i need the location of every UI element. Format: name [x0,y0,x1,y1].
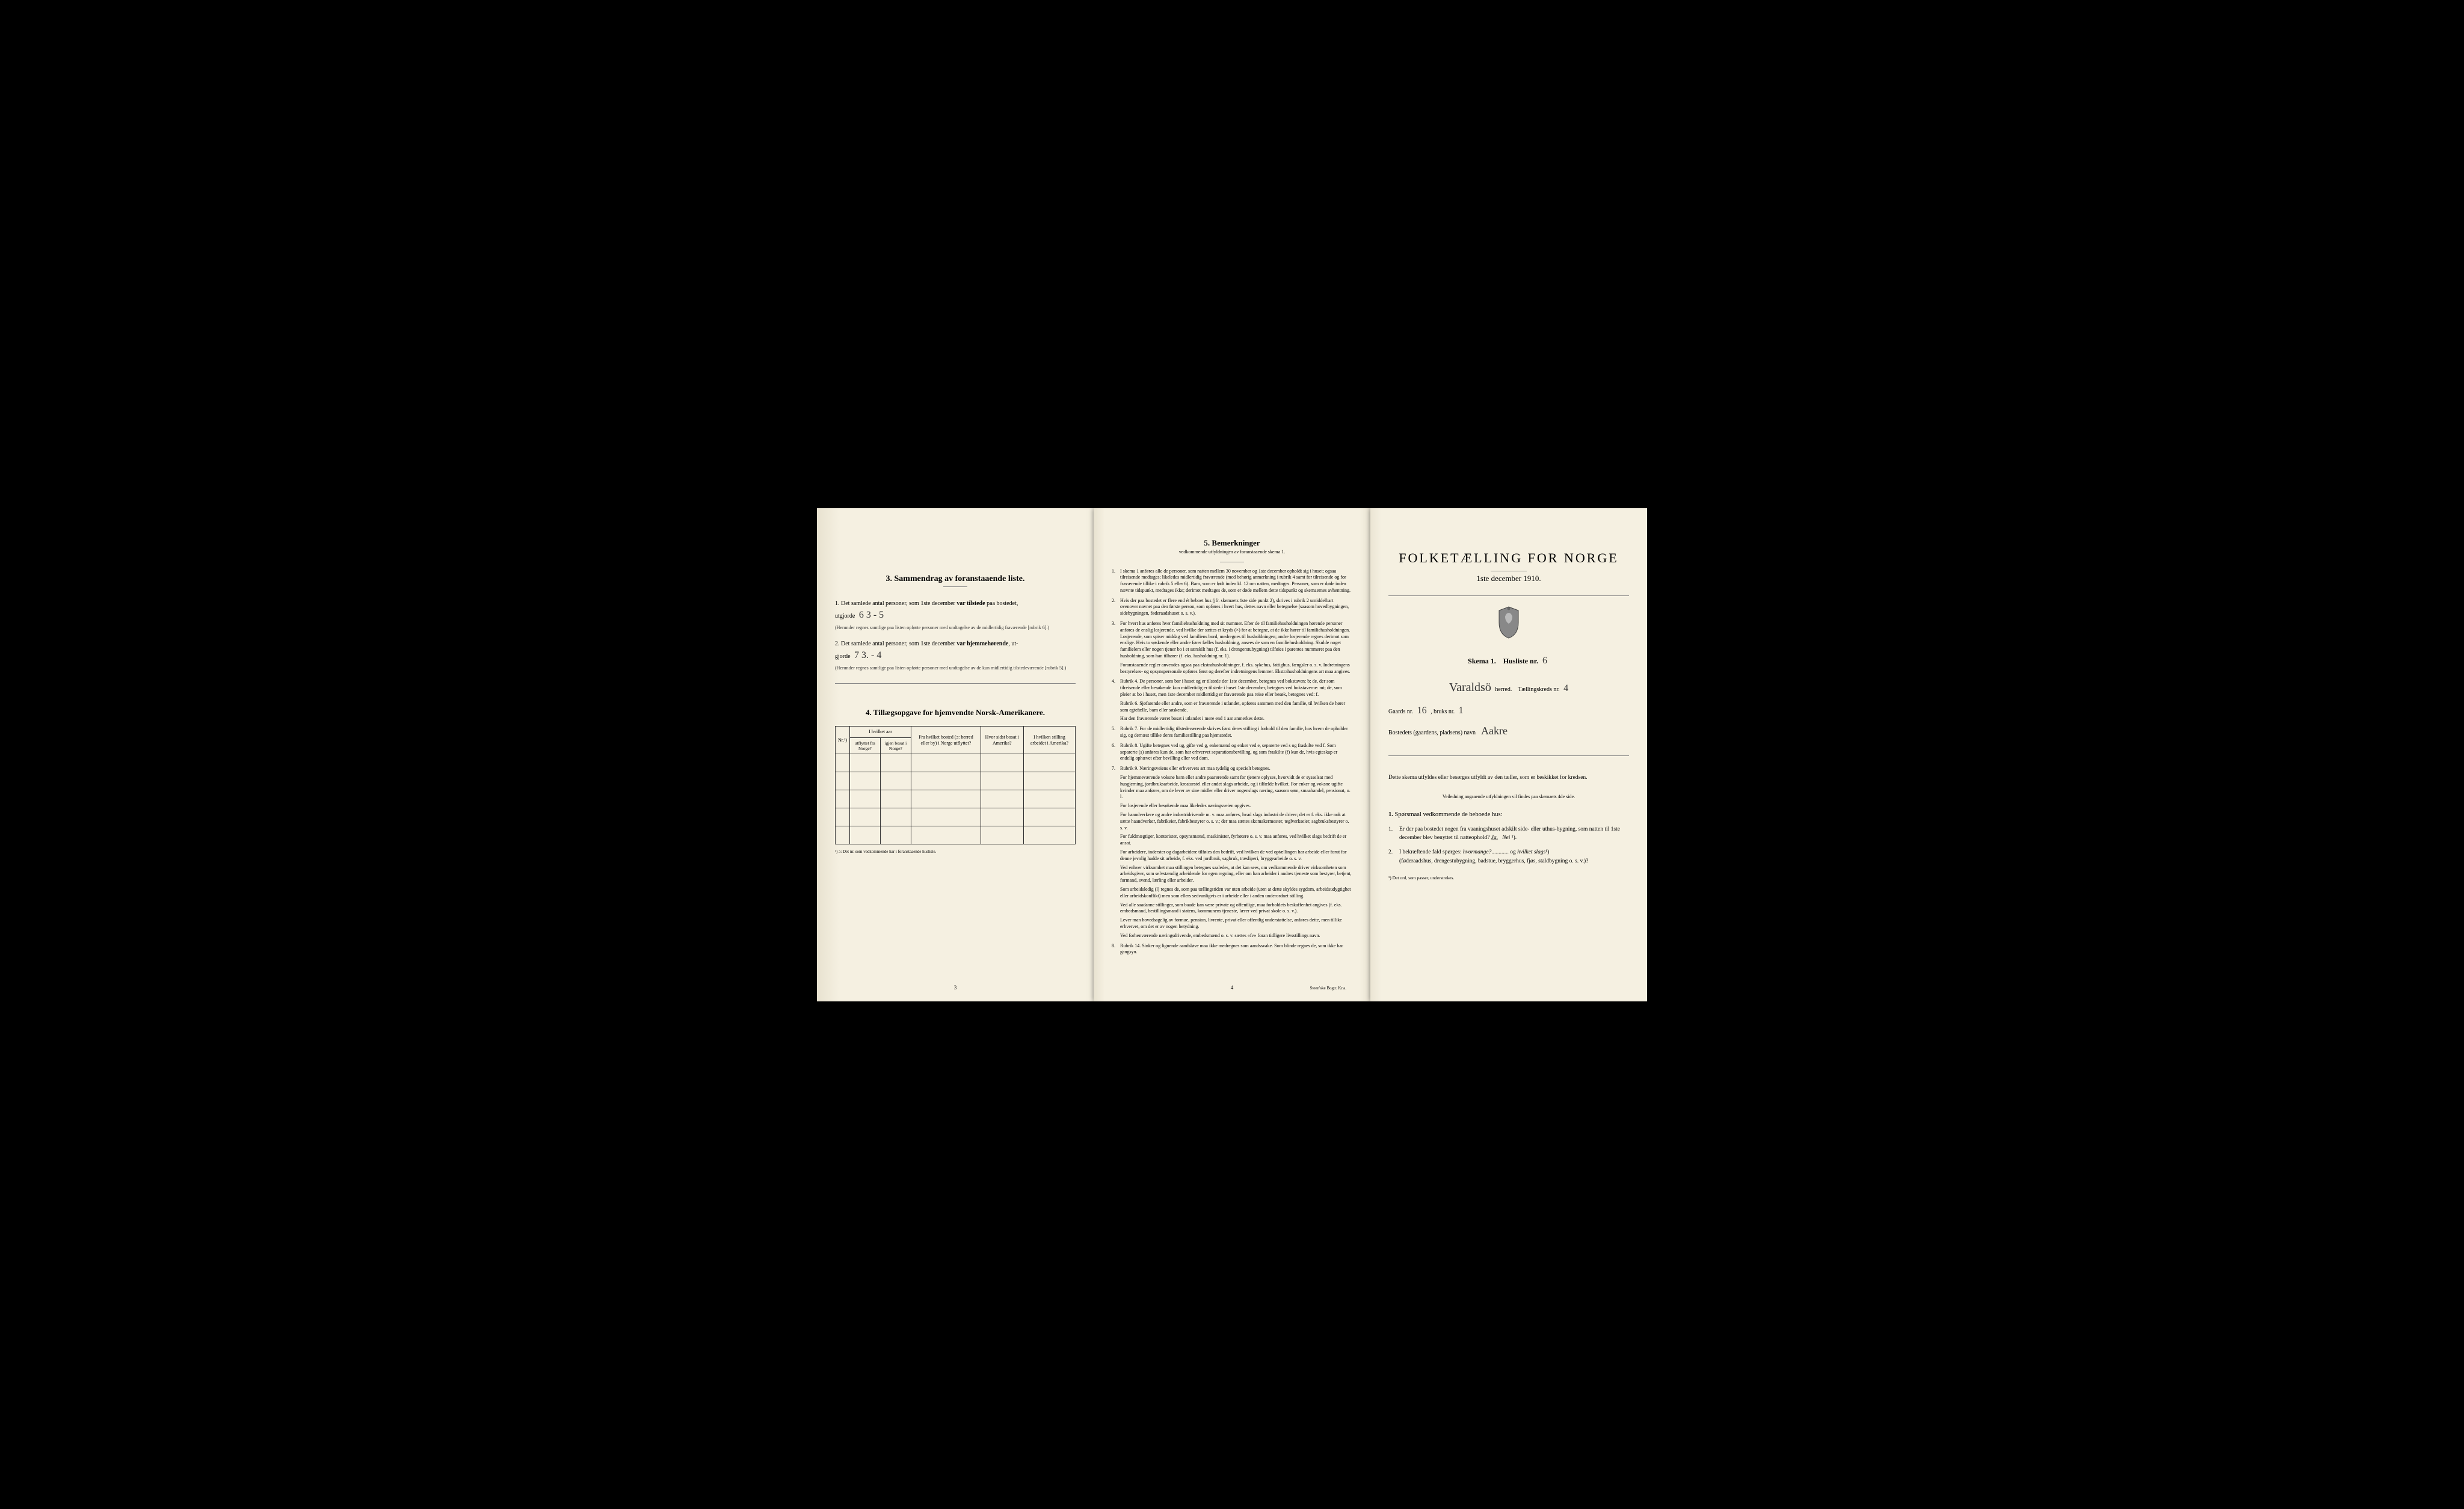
col-aar: I hvilket aar [850,727,911,738]
item-1-note: (Herunder regnes samtlige paa listen opf… [835,625,1076,631]
husliste-nr: 6 [1540,656,1550,666]
skema-line: Skema 1. Husliste nr. 6 [1388,656,1629,666]
remark-item: 1.I skema 1 anføres alle de personer, so… [1112,568,1352,594]
right-footnote: ¹) Det ord, som passer, understrekes. [1388,875,1629,881]
norway-crest-icon [1388,604,1629,644]
col-bosat: igjen bosat i Norge? [880,737,911,754]
question-1: 1. Er der paa bostedet nogen fra vaaning… [1388,825,1629,843]
section-5-title: 5. Bemerkninger [1112,538,1352,548]
bruks-nr: 1 [1456,705,1466,716]
question-header: 1. Spørsmaal vedkommende de beboede hus: [1388,811,1629,818]
section-4-title: 4. Tillægsopgave for hjemvendte Norsk-Am… [835,708,1076,718]
gaard-nr: 16 [1415,705,1429,716]
table-row [836,826,1076,844]
section-3-title: 3. Sammendrag av foranstaaende liste. [835,574,1076,584]
divider [943,586,967,587]
census-document: 3. Sammendrag av foranstaaende liste. 1.… [817,508,1647,1001]
col-utflyttet: utflyttet fra Norge? [850,737,881,754]
section-4-footnote: ¹) ɔ: Det nr. som vedkommende har i fora… [835,849,1076,854]
divider [1388,595,1629,596]
table-row [836,772,1076,790]
kreds-value: 4 [1561,683,1571,693]
section-5-subtitle: vedkommende utfyldningen av foranstaaend… [1112,549,1352,555]
divider [1388,755,1629,756]
herred-value: Varaldsö [1447,681,1494,694]
bosted-line: Bostedets (gaardens, pladsens) navn Aakr… [1388,725,1629,737]
remark-item: 5.Rubrik 7. For de midlertidig tilstedev… [1112,726,1352,739]
hjemmehorende-count: 7 3. - 4 [852,650,884,660]
remark-item: 6.Rubrik 8. Ugifte betegnes ved ug, gift… [1112,743,1352,762]
instruction: Dette skema utfyldes eller besørges utfy… [1388,774,1629,782]
main-title: FOLKETÆLLING FOR NORGE [1388,550,1629,566]
section-4: 4. Tillægsopgave for hjemvendte Norsk-Am… [835,708,1076,854]
divider [835,683,1076,684]
herred-line: Varaldsö herred. Tællingskreds nr. 4 [1388,681,1629,695]
remarks-list: 1.I skema 1 anføres alle de personer, so… [1112,568,1352,956]
tilstede-count: 6 3 - 5 [857,610,886,620]
page-4: 5. Bemerkninger vedkommende utfyldningen… [1094,508,1370,1001]
page-number: 4 [1231,985,1234,991]
page-number: 3 [954,985,957,991]
page-1-cover: FOLKETÆLLING FOR NORGE 1ste december 191… [1370,508,1647,1001]
table-row [836,808,1076,826]
col-bosted: Fra hvilket bosted (ɔ: herred eller by) … [911,727,981,754]
remark-item: 2.Hvis der paa bostedet er flere end ét … [1112,598,1352,617]
item-2-note: (Herunder regnes samtlige paa listen opf… [835,665,1076,671]
col-amerika: Hvor sidst bosat i Amerika? [981,727,1023,754]
answer-nei: Nei [1502,835,1510,841]
page-3: 3. Sammendrag av foranstaaende liste. 1.… [817,508,1094,1001]
remark-item: 3.For hvert hus anføres hver familiehush… [1112,621,1352,675]
instruction-sub: Veiledning angaaende utfyldningen vil fi… [1388,794,1629,799]
col-nr: Nr.¹) [836,727,850,754]
remark-item: 4.Rubrik 4. De personer, som bor i huset… [1112,678,1352,722]
main-date: 1ste december 1910. [1388,574,1629,583]
question-2: 2. I bekræftende fald spørges: hvormange… [1388,848,1629,865]
table-row [836,754,1076,772]
table-row [836,790,1076,808]
gaard-line: Gaards nr. 16 , bruks nr. 1 [1388,705,1629,716]
norsk-amerikanere-table: Nr.¹) I hvilket aar Fra hvilket bosted (… [835,726,1076,844]
answer-ja: Ja. [1491,835,1498,841]
item-2: 2. Det samlede antal personer, som 1ste … [835,639,1076,671]
remark-item: 7.Rubrik 9. Næringsveiens eller erhverve… [1112,766,1352,939]
item-1: 1. Det samlede antal personer, som 1ste … [835,599,1076,631]
printer-mark: Steen'ske Bogtr. Kr.a. [1310,986,1346,991]
col-stilling: I hvilken stilling arbeidet i Amerika? [1023,727,1075,754]
bosted-value: Aakre [1479,725,1510,737]
remark-item: 8.Rubrik 14. Sinker og lignende aandsløv… [1112,943,1352,956]
section-3: 3. Sammendrag av foranstaaende liste. 1.… [835,574,1076,672]
